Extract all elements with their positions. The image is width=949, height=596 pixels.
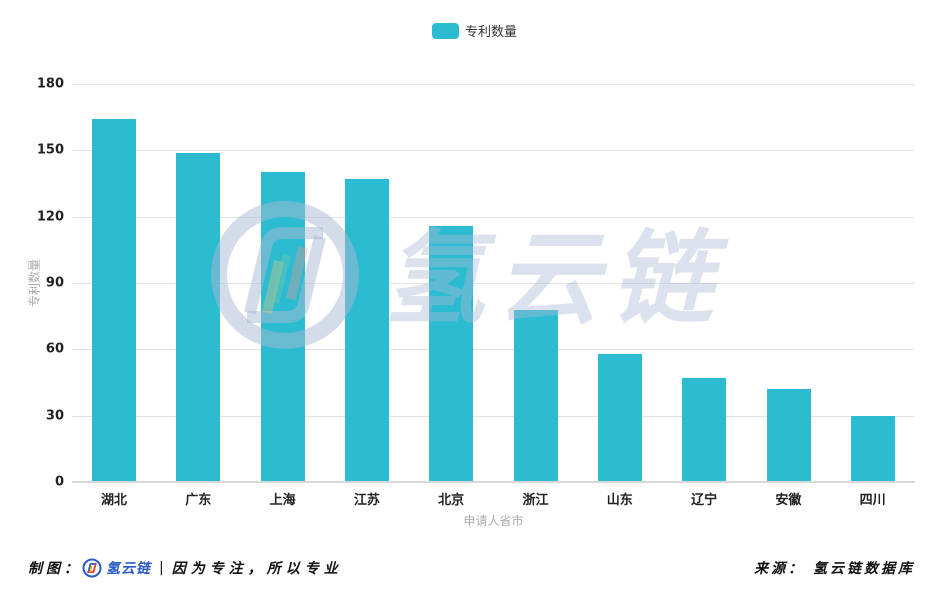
x-tick-label: 上海 xyxy=(269,493,296,508)
x-tick-label: 湖北 xyxy=(100,493,127,508)
bar-3[interactable] xyxy=(345,179,390,482)
bar-5[interactable] xyxy=(513,309,558,482)
y-tick-label: 60 xyxy=(45,341,64,357)
gridline xyxy=(72,84,915,85)
gridline xyxy=(72,150,915,152)
brand-logo-icon xyxy=(82,558,102,578)
x-tick-label: 北京 xyxy=(438,493,465,508)
gridline xyxy=(72,216,915,218)
bar-4[interactable] xyxy=(429,225,474,482)
y-tick-label: 0 xyxy=(54,474,64,490)
x-tick-label: 江苏 xyxy=(353,493,380,508)
gridline xyxy=(72,415,915,417)
bar-9[interactable] xyxy=(850,415,895,482)
x-axis-title: 申请人省市 xyxy=(463,514,524,528)
legend-label: 专利数量 xyxy=(464,25,517,40)
y-tick-label: 30 xyxy=(45,408,64,424)
legend-swatch[interactable] xyxy=(431,22,459,39)
bar-8[interactable] xyxy=(766,389,811,482)
brand-name: 氢云链 xyxy=(106,561,151,577)
gridline xyxy=(72,283,915,284)
gridline xyxy=(72,349,915,351)
x-tick-label: 浙江 xyxy=(522,493,549,508)
y-tick-label: 150 xyxy=(36,142,64,158)
x-axis-line xyxy=(72,481,915,483)
bar-chart: 专利数量 申请人省市 0 30 60 90 120 150 180 湖北 广东 上海 江苏 北京 浙江山… xyxy=(28,76,915,528)
bar-1[interactable] xyxy=(176,152,221,482)
footer-separator: | xyxy=(159,560,164,576)
y-tick-label: 180 xyxy=(36,76,64,92)
x-tick-label: 山东 xyxy=(606,493,633,508)
bar-0[interactable] xyxy=(92,119,137,482)
bar-2[interactable] xyxy=(260,172,305,482)
y-tick-label: 120 xyxy=(36,209,64,225)
slogan: 因为专注，所以专业 xyxy=(171,561,343,577)
x-tick-label: 广东 xyxy=(185,493,212,508)
x-tick-label: 辽宁 xyxy=(691,493,718,508)
x-tick-label: 安徽 xyxy=(775,493,802,508)
bar-6[interactable] xyxy=(597,353,642,482)
x-tick-label: 四川 xyxy=(859,493,886,508)
data-source: 来源： 氢云链数据库 xyxy=(754,561,915,577)
made-by-label: 制图： xyxy=(28,561,82,577)
bar-7[interactable] xyxy=(682,378,727,482)
footer-credit: 制图： 氢云链 | 因为专注，所以专业 xyxy=(28,558,343,578)
y-tick-label: 90 xyxy=(45,275,64,291)
chart-legend: 专利数量 xyxy=(0,21,949,40)
